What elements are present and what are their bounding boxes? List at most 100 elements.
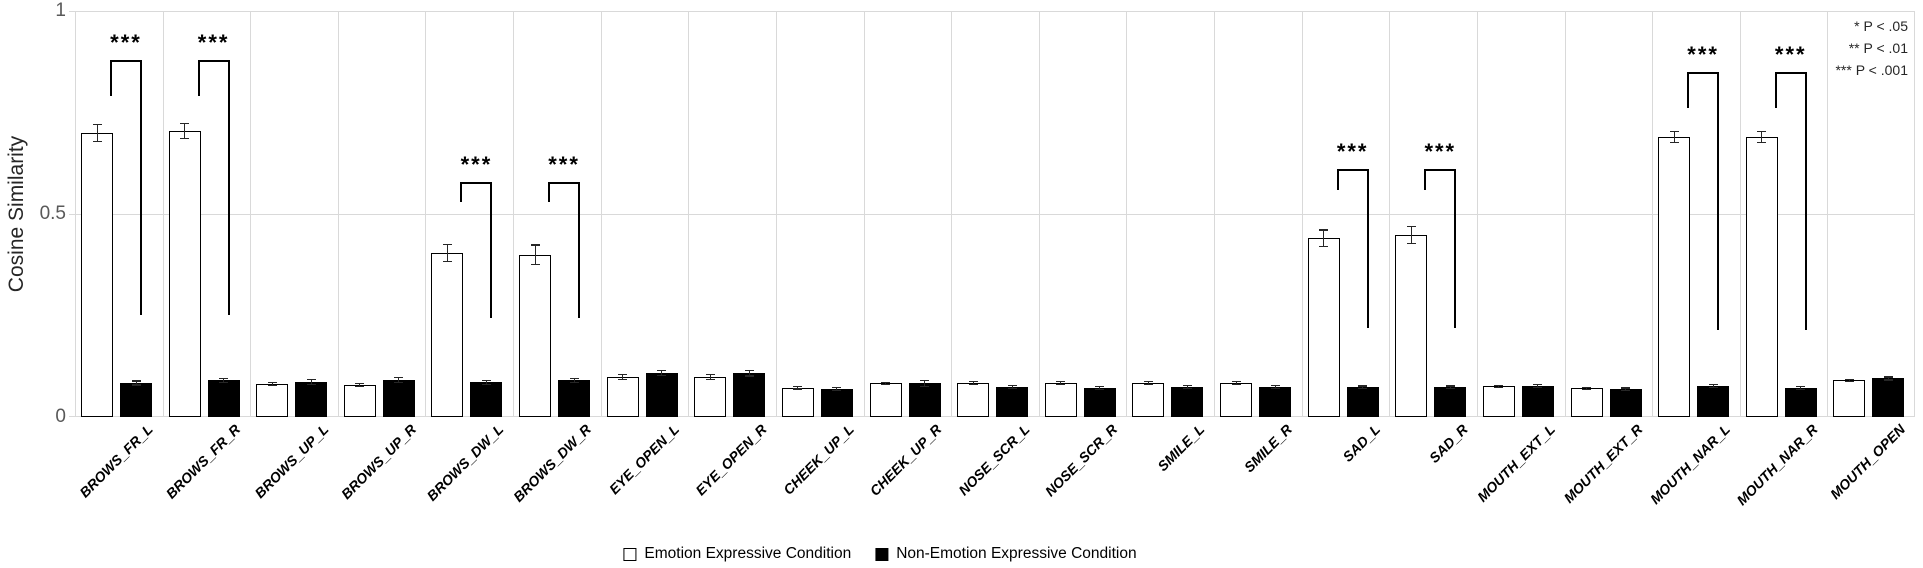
error-bar-cap <box>920 385 930 387</box>
x-tick-label-SMILE_R: SMILE_R <box>1240 421 1296 476</box>
x-tick-label-BROWS_UP_R: BROWS_UP_R <box>337 421 419 503</box>
error-bar-cap <box>1319 246 1329 248</box>
sig-label-MOUTH_NAR_R: *** <box>1774 41 1807 67</box>
error-bar <box>1887 376 1889 381</box>
error-bar-cap <box>832 390 842 392</box>
category-separator <box>776 11 777 417</box>
x-tick-label-BROWS_UP_L: BROWS_UP_L <box>251 421 332 502</box>
bar-non-emotion-BROWS_UP_L <box>295 382 328 417</box>
category-separator <box>1214 11 1215 417</box>
category-separator <box>1302 11 1303 417</box>
error-bar-cap <box>1319 229 1329 231</box>
error-bar-cap <box>442 243 452 245</box>
sig-bracket-right-BROWS_FR_L <box>140 59 142 316</box>
category-separator <box>1914 11 1915 417</box>
bar-non-emotion-MOUTH_EXT_L <box>1521 386 1554 417</box>
error-bar-cap <box>131 380 141 382</box>
bar-non-emotion-MOUTH_EXT_R <box>1609 389 1642 417</box>
error-bar <box>1537 384 1539 389</box>
y-tick-1: 1 <box>55 0 66 21</box>
bar-non-emotion-MOUTH_NAR_L <box>1697 386 1730 417</box>
error-bar-cap <box>394 377 404 379</box>
error-bar-cap <box>1796 385 1806 387</box>
sig-bracket-right-MOUTH_NAR_R <box>1804 71 1807 330</box>
sig-bracket-top-SAD_R <box>1424 169 1457 172</box>
bar-non-emotion-MOUTH_OPEN <box>1872 378 1905 417</box>
error-bar-cap <box>92 140 102 142</box>
y-axis-tickmark <box>69 11 75 12</box>
error-bar <box>573 378 575 383</box>
error-bar <box>485 379 487 385</box>
error-bar-cap <box>219 378 229 380</box>
bar-non-emotion-EYE_OPEN_R <box>733 373 766 417</box>
bar-emotion-SMILE_R <box>1220 382 1253 417</box>
bar-non-emotion-NOSE_SCR_R <box>1083 388 1116 417</box>
error-bar-cap <box>1406 243 1416 245</box>
error-bar-cap <box>267 385 277 387</box>
sig-bracket-top-BROWS_DW_R <box>548 181 581 184</box>
sig-bracket-right-SAD_L <box>1366 169 1369 328</box>
x-tick-label-EYE_OPEN_L: EYE_OPEN_L <box>605 421 682 498</box>
error-bar <box>1800 385 1802 390</box>
error-bar-cap <box>1669 130 1679 132</box>
error-bar <box>1011 384 1013 389</box>
sig-bracket-left-BROWS_FR_L <box>110 59 112 97</box>
error-bar-cap <box>705 378 715 380</box>
error-bar-cap <box>881 381 891 383</box>
legend-item-emotion: Emotion Expressive Condition <box>623 545 851 563</box>
category-separator <box>1827 11 1828 417</box>
bar-non-emotion-NOSE_SCR_L <box>996 386 1029 417</box>
x-tick-label-NOSE_SCR_R: NOSE_SCR_R <box>1041 421 1120 500</box>
error-bar-cap <box>705 373 715 376</box>
error-bar-cap <box>1095 386 1105 388</box>
error-bar-cap <box>481 379 491 381</box>
error-bar <box>709 373 711 380</box>
error-bar-cap <box>1844 378 1854 381</box>
error-bar-cap <box>1533 384 1543 386</box>
error-bar-cap <box>657 374 667 377</box>
category-separator <box>163 11 164 417</box>
error-bar-cap <box>267 382 277 384</box>
error-bar <box>797 386 799 390</box>
sig-key-line-2: ** P < .01 <box>1848 40 1908 56</box>
error-bar-cap <box>1270 387 1280 390</box>
sig-bracket-right-MOUTH_NAR_L <box>1717 71 1720 330</box>
error-bar <box>1235 380 1237 385</box>
error-bar-cap <box>1582 388 1592 390</box>
sig-label-MOUTH_NAR_L: *** <box>1687 41 1719 67</box>
error-bar-cap <box>1270 384 1280 387</box>
error-bar <box>1712 384 1714 389</box>
error-bar-cap <box>1231 383 1241 386</box>
bar-emotion-MOUTH_EXT_R <box>1570 388 1603 417</box>
error-bar <box>184 122 186 139</box>
error-bar <box>924 380 926 387</box>
sig-bracket-left-MOUTH_NAR_R <box>1774 71 1777 109</box>
error-bar-cap <box>442 260 452 262</box>
error-bar-cap <box>1445 385 1455 387</box>
error-bar-cap <box>481 383 491 385</box>
sig-bracket-right-SAD_R <box>1454 169 1457 328</box>
sig-label-BROWS_FR_L: *** <box>110 29 142 55</box>
x-axis-line <box>75 416 1915 417</box>
bar-emotion-CHEEK_UP_L <box>781 387 814 417</box>
sig-label-BROWS_FR_R: *** <box>197 29 230 55</box>
sig-bracket-right-BROWS_DW_L <box>490 181 493 318</box>
error-bar-cap <box>1621 389 1631 391</box>
error-bar <box>1147 381 1149 385</box>
error-bar-cap <box>306 383 316 386</box>
bar-emotion-MOUTH_EXT_L <box>1482 386 1515 417</box>
error-bar <box>748 369 750 377</box>
sig-bracket-right-BROWS_DW_R <box>578 181 581 318</box>
error-bar-cap <box>1007 387 1017 390</box>
error-bar-cap <box>530 244 540 246</box>
sig-bracket-right-BROWS_FR_R <box>227 59 230 316</box>
error-bar <box>1323 229 1325 248</box>
error-bar <box>836 386 838 391</box>
sig-key-line-3: *** P < .001 <box>1835 62 1908 78</box>
error-bar-cap <box>1494 384 1504 386</box>
error-bar <box>661 370 663 376</box>
bar-non-emotion-MOUTH_NAR_R <box>1784 387 1817 417</box>
x-tick-label-SMILE_L: SMILE_L <box>1154 421 1208 475</box>
bar-non-emotion-SMILE_L <box>1171 386 1204 417</box>
